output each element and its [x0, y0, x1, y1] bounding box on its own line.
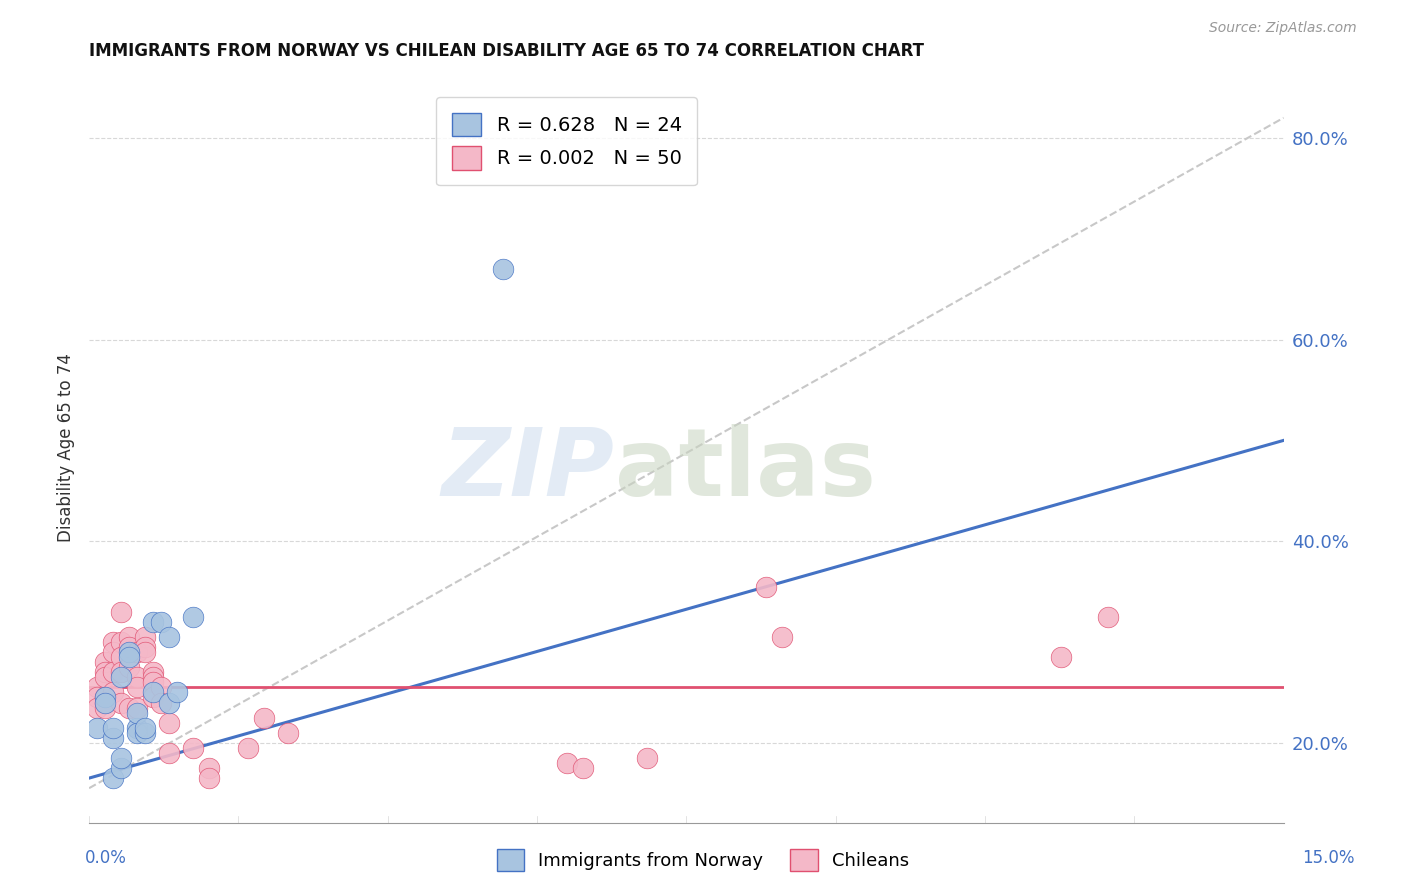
- Point: [134, 645, 156, 659]
- Point: [125, 725, 148, 739]
- Point: [636, 751, 658, 765]
- Point: [157, 715, 180, 730]
- Point: [101, 721, 124, 735]
- Text: ZIP: ZIP: [441, 425, 614, 516]
- Point: [101, 685, 124, 699]
- Point: [142, 685, 165, 699]
- Point: [149, 615, 172, 629]
- Point: [277, 725, 299, 739]
- Point: [125, 670, 148, 684]
- Point: [94, 700, 117, 714]
- Y-axis label: Disability Age 65 to 74: Disability Age 65 to 74: [58, 353, 75, 542]
- Text: 0.0%: 0.0%: [84, 849, 127, 867]
- Point: [94, 655, 117, 669]
- Point: [134, 721, 156, 735]
- Point: [492, 262, 515, 277]
- Point: [134, 725, 156, 739]
- Point: [94, 690, 117, 705]
- Point: [86, 721, 108, 735]
- Point: [101, 731, 124, 745]
- Point: [157, 746, 180, 760]
- Text: IMMIGRANTS FROM NORWAY VS CHILEAN DISABILITY AGE 65 TO 74 CORRELATION CHART: IMMIGRANTS FROM NORWAY VS CHILEAN DISABI…: [89, 42, 924, 60]
- Point: [197, 771, 219, 785]
- Point: [118, 650, 141, 665]
- Point: [110, 696, 132, 710]
- Point: [142, 675, 165, 690]
- Point: [142, 670, 165, 684]
- Point: [125, 645, 148, 659]
- Point: [110, 665, 132, 680]
- Point: [1097, 609, 1119, 624]
- Point: [110, 650, 132, 665]
- Point: [86, 700, 108, 714]
- Point: [101, 665, 124, 680]
- Point: [110, 635, 132, 649]
- Point: [101, 635, 124, 649]
- Point: [149, 696, 172, 710]
- Point: [118, 640, 141, 654]
- Point: [125, 700, 148, 714]
- Point: [149, 681, 172, 695]
- Point: [238, 740, 260, 755]
- Point: [157, 630, 180, 644]
- Point: [142, 665, 165, 680]
- Point: [110, 670, 132, 684]
- Point: [110, 605, 132, 619]
- Point: [142, 615, 165, 629]
- Point: [125, 721, 148, 735]
- Point: [770, 630, 793, 644]
- Point: [181, 740, 204, 755]
- Point: [110, 751, 132, 765]
- Point: [253, 711, 276, 725]
- Point: [86, 681, 108, 695]
- Legend: Immigrants from Norway, Chileans: Immigrants from Norway, Chileans: [489, 842, 917, 879]
- Point: [181, 609, 204, 624]
- Point: [94, 696, 117, 710]
- Point: [118, 700, 141, 714]
- Point: [555, 756, 578, 770]
- Legend: R = 0.628   N = 24, R = 0.002   N = 50: R = 0.628 N = 24, R = 0.002 N = 50: [436, 97, 697, 186]
- Text: 15.0%: 15.0%: [1302, 849, 1355, 867]
- Point: [118, 630, 141, 644]
- Point: [110, 761, 132, 775]
- Point: [755, 580, 778, 594]
- Point: [125, 706, 148, 720]
- Point: [101, 645, 124, 659]
- Point: [125, 681, 148, 695]
- Point: [197, 761, 219, 775]
- Text: Source: ZipAtlas.com: Source: ZipAtlas.com: [1209, 21, 1357, 35]
- Point: [134, 640, 156, 654]
- Point: [86, 690, 108, 705]
- Point: [101, 771, 124, 785]
- Point: [572, 761, 595, 775]
- Point: [1049, 650, 1071, 665]
- Point: [134, 630, 156, 644]
- Point: [94, 665, 117, 680]
- Point: [94, 690, 117, 705]
- Text: atlas: atlas: [614, 425, 876, 516]
- Point: [142, 690, 165, 705]
- Point: [118, 645, 141, 659]
- Point: [118, 660, 141, 674]
- Point: [94, 696, 117, 710]
- Point: [157, 696, 180, 710]
- Point: [94, 670, 117, 684]
- Point: [166, 685, 188, 699]
